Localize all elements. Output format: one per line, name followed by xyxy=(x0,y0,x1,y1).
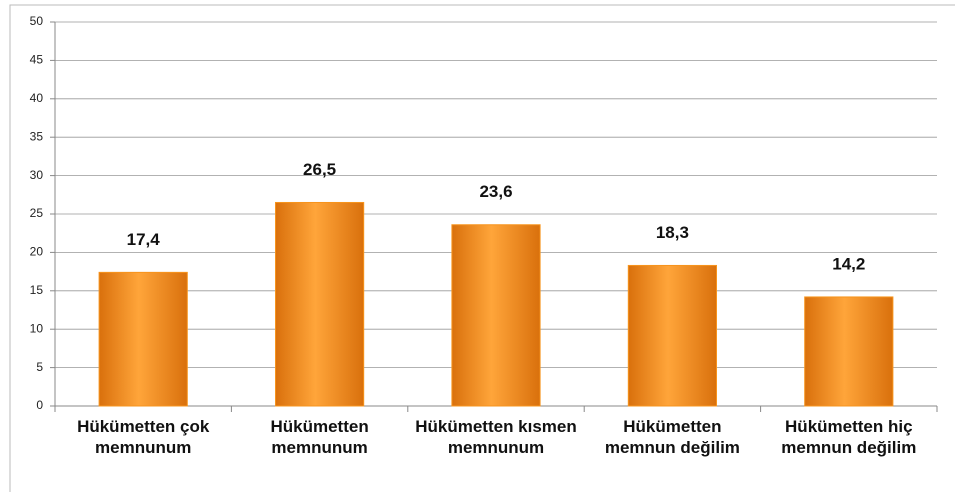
y-tick-label: 45 xyxy=(30,53,44,67)
y-tick-label: 15 xyxy=(30,283,44,297)
y-tick-label: 40 xyxy=(30,91,44,105)
y-tick-label: 25 xyxy=(30,206,44,220)
x-tick-label: Hükümetten kısmen memnunum xyxy=(415,417,577,457)
frame xyxy=(9,4,955,492)
x-tick-label: Hükümetten memnun değilim xyxy=(604,417,740,457)
y-tick-label: 5 xyxy=(36,360,43,374)
value-label: 18,3 xyxy=(656,223,689,242)
y-tick-label: 50 xyxy=(30,14,44,28)
value-label: 14,2 xyxy=(832,254,865,273)
y-tick-label: 20 xyxy=(30,245,44,259)
bar xyxy=(804,296,894,407)
value-label: 17,4 xyxy=(127,230,161,249)
bar xyxy=(98,271,188,407)
x-tick-label: Hükümetten çok memnunum xyxy=(77,417,210,457)
value-label: 26,5 xyxy=(303,160,336,179)
y-tick-label: 10 xyxy=(30,321,44,335)
bar xyxy=(627,264,717,407)
value-label: 23,6 xyxy=(479,182,512,201)
y-tick-label: 0 xyxy=(36,398,43,412)
bar xyxy=(275,201,365,407)
bar xyxy=(451,224,541,407)
x-tick-label: Hükümetten memnunum xyxy=(270,417,369,457)
y-tick-label: 30 xyxy=(30,168,44,182)
y-tick-label: 35 xyxy=(30,129,44,143)
x-tick-label: Hükümetten hiç memnun değilim xyxy=(781,417,917,457)
